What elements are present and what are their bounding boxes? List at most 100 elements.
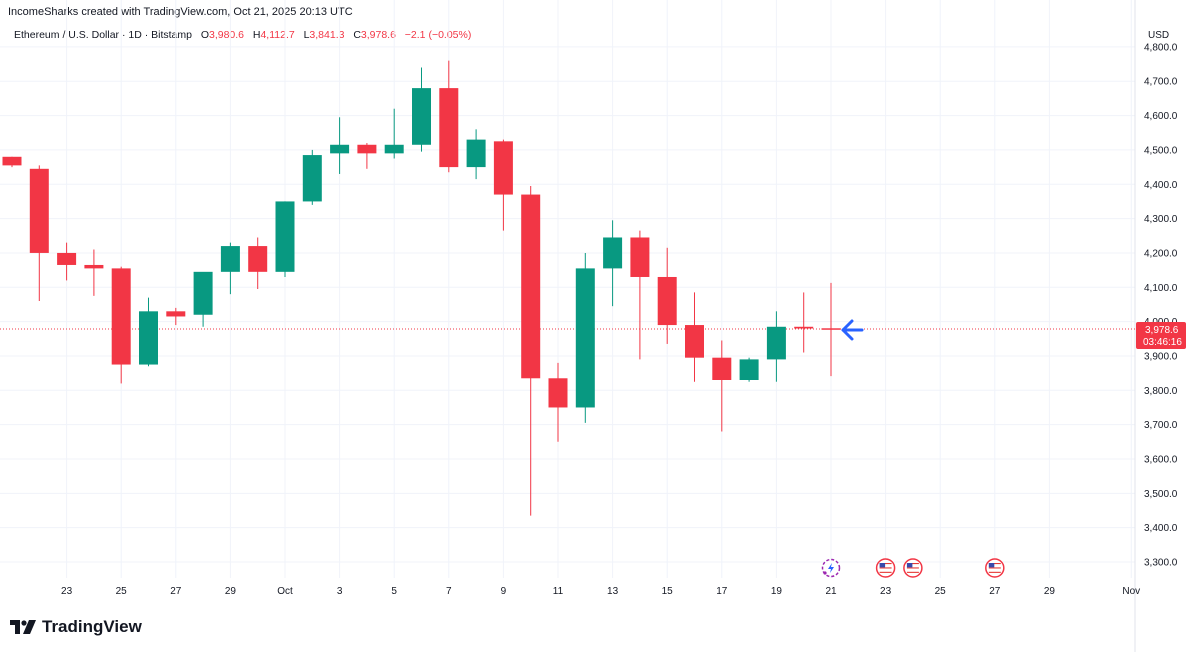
candle[interactable] xyxy=(739,357,759,382)
candle[interactable] xyxy=(412,67,431,152)
candle[interactable] xyxy=(330,117,350,174)
candle[interactable] xyxy=(357,143,377,169)
candle[interactable] xyxy=(302,149,322,205)
time-tick-label: 27 xyxy=(989,586,1001,597)
candle[interactable] xyxy=(439,60,459,173)
currency-label[interactable]: USD xyxy=(1148,30,1170,41)
candle[interactable] xyxy=(193,271,213,327)
time-tick-label: 3 xyxy=(337,586,343,597)
close-value: 3,978.6 xyxy=(360,29,396,41)
time-tick-label: 11 xyxy=(553,586,564,597)
candle-body xyxy=(57,252,77,265)
candle[interactable] xyxy=(275,201,295,277)
candle[interactable] xyxy=(57,242,77,281)
open-value: 3,980.6 xyxy=(208,29,245,41)
price-tick-label: 4,100.0 xyxy=(1144,283,1178,294)
candle-body xyxy=(657,276,677,326)
candle-body xyxy=(521,194,541,379)
price-tick-label: 4,500.0 xyxy=(1144,145,1178,156)
candle[interactable] xyxy=(2,156,22,168)
candle[interactable] xyxy=(139,297,158,367)
candle[interactable] xyxy=(821,282,841,377)
candle[interactable] xyxy=(220,242,240,295)
symbol-legend: Ethereum / U.S. Dollar · 1D · Bitstamp O… xyxy=(14,29,471,41)
tradingview-logo[interactable]: TradingView xyxy=(10,617,142,637)
event-markers[interactable] xyxy=(821,558,1005,578)
time-tick-label: Nov xyxy=(1122,586,1140,597)
candle-body xyxy=(220,246,240,272)
candle[interactable] xyxy=(521,185,541,516)
open-label: O xyxy=(200,29,209,41)
candle-body xyxy=(84,264,104,269)
candle[interactable] xyxy=(384,108,404,159)
candle[interactable] xyxy=(111,266,131,384)
time-tick-label: 7 xyxy=(446,586,452,597)
candle[interactable] xyxy=(575,252,595,423)
arrow-annotation-icon xyxy=(841,319,864,341)
candle[interactable] xyxy=(248,237,268,289)
candle[interactable] xyxy=(794,292,814,353)
candle[interactable] xyxy=(29,165,49,302)
time-axis[interactable]: 23 25 27 29 Oct 3 5 7 9 11 13 15 17 19 21 23 25 27 29 Nov xyxy=(61,586,1140,597)
candle[interactable] xyxy=(630,230,650,360)
chart-attribution: IncomeSharks created with TradingView.co… xyxy=(8,6,353,18)
candle-body xyxy=(2,156,22,166)
price-axis[interactable]: 3,300.0 3,400.0 3,500.0 3,600.0 3,700.0 3,800… xyxy=(1144,42,1178,568)
low-label: L xyxy=(303,29,310,41)
candle[interactable] xyxy=(603,220,623,307)
candle[interactable] xyxy=(548,362,568,442)
high-label: H xyxy=(252,29,261,41)
candle-body xyxy=(548,378,568,408)
time-tick-label: 15 xyxy=(662,586,674,597)
candle-body xyxy=(575,268,595,408)
price-tick-label: 3,900.0 xyxy=(1144,351,1178,362)
candle-body xyxy=(685,325,704,358)
price-tick-label: 4,800.0 xyxy=(1144,42,1178,53)
us-flag-icon[interactable] xyxy=(985,558,1005,578)
candle[interactable] xyxy=(685,292,704,382)
tradingview-logo-icon xyxy=(10,620,36,634)
low-value: 3,841.3 xyxy=(309,29,345,41)
price-tick-label: 3,300.0 xyxy=(1144,558,1178,569)
price-tick-label: 3,500.0 xyxy=(1144,489,1178,500)
high-value: 4,112.7 xyxy=(260,29,295,41)
candle-body xyxy=(603,237,623,269)
candle[interactable] xyxy=(712,340,732,432)
price-tag-countdown: 03:46:16 xyxy=(1143,337,1182,348)
time-tick-label: 17 xyxy=(716,586,728,597)
candle[interactable] xyxy=(166,307,186,326)
candle[interactable] xyxy=(766,311,786,382)
symbol-name[interactable]: Ethereum / U.S. Dollar · 1D · Bitstamp xyxy=(14,29,192,41)
candle[interactable] xyxy=(84,249,104,296)
candle-body xyxy=(330,144,350,154)
candle-body xyxy=(739,359,759,380)
price-tick-label: 3,700.0 xyxy=(1144,420,1178,431)
lightning-event-icon[interactable] xyxy=(821,558,841,578)
candle-body xyxy=(821,328,841,330)
candle-body xyxy=(193,271,213,315)
time-tick-label: 29 xyxy=(1044,586,1056,597)
candle[interactable] xyxy=(657,247,677,344)
price-tick-label: 3,600.0 xyxy=(1144,454,1178,465)
candle[interactable] xyxy=(493,139,513,231)
candle[interactable] xyxy=(466,129,486,180)
candle-body xyxy=(630,237,650,277)
candle-body xyxy=(412,88,431,145)
us-flag-icon[interactable] xyxy=(875,558,896,578)
candle-body xyxy=(384,144,404,154)
time-tick-label: 21 xyxy=(825,586,837,597)
candle-body xyxy=(139,311,158,365)
candle-body xyxy=(439,88,459,168)
price-tick-label: 4,400.0 xyxy=(1144,180,1178,191)
time-tick-label: Oct xyxy=(277,586,293,597)
time-tick-label: 23 xyxy=(880,586,892,597)
candle-body xyxy=(493,141,513,195)
time-tick-label: 29 xyxy=(225,586,237,597)
price-tick-label: 4,600.0 xyxy=(1144,111,1178,122)
price-tag-box xyxy=(1136,322,1186,349)
candle-body xyxy=(275,201,295,272)
time-tick-label: 25 xyxy=(116,586,128,597)
price-tag-price: 3,978.6 xyxy=(1145,325,1179,336)
us-flag-icon[interactable] xyxy=(903,558,923,578)
